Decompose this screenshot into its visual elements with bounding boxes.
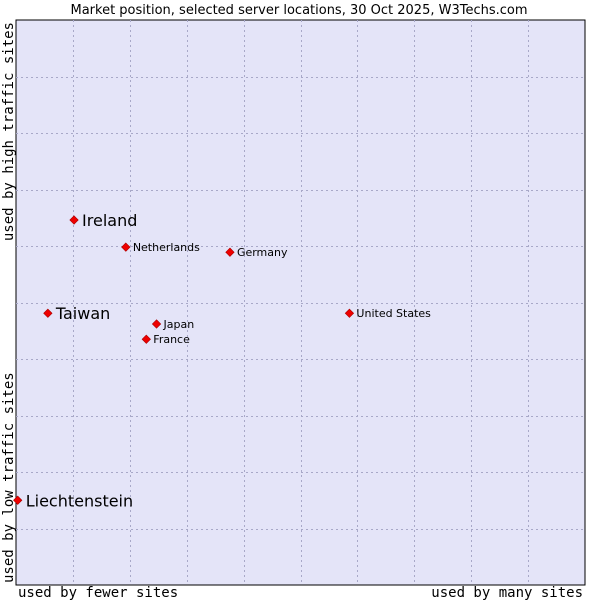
point-marker bbox=[344, 308, 355, 318]
point-label: Liechtenstein bbox=[26, 491, 133, 510]
y-axis-label-high: used by high traffic sites bbox=[1, 22, 17, 241]
point-label: Ireland bbox=[82, 211, 137, 230]
point-label: Germany bbox=[237, 246, 288, 259]
point-marker bbox=[151, 319, 162, 329]
data-point: Netherlands bbox=[121, 241, 200, 254]
x-axis-label-low: used by fewer sites bbox=[18, 585, 178, 600]
plot-area bbox=[15, 19, 586, 586]
data-point: Germany bbox=[225, 246, 288, 259]
point-marker bbox=[13, 495, 23, 505]
data-point: Japan bbox=[151, 318, 195, 331]
y-axis-label-low: used by low traffic sites bbox=[1, 372, 17, 583]
point-label: Taiwan bbox=[55, 304, 110, 323]
data-point: Liechtenstein bbox=[13, 491, 133, 510]
data-point: United States bbox=[344, 307, 431, 320]
point-marker bbox=[43, 308, 53, 318]
data-point: France bbox=[141, 333, 190, 346]
point-label: Netherlands bbox=[133, 241, 200, 254]
data-points: Ireland Netherlands Germany Taiwan United St… bbox=[13, 211, 431, 510]
point-marker bbox=[69, 215, 79, 225]
point-marker bbox=[141, 334, 151, 344]
chart-title: Market position, selected server locatio… bbox=[70, 3, 527, 18]
point-label: Japan bbox=[163, 318, 195, 331]
x-axis-label-high: used by many sites bbox=[431, 585, 583, 600]
gridlines bbox=[16, 20, 585, 585]
point-marker bbox=[225, 247, 235, 257]
point-marker bbox=[121, 242, 131, 252]
data-point: Taiwan bbox=[43, 304, 110, 323]
data-point: Ireland bbox=[69, 211, 137, 230]
point-label: France bbox=[153, 333, 190, 346]
point-label: United States bbox=[356, 307, 431, 320]
